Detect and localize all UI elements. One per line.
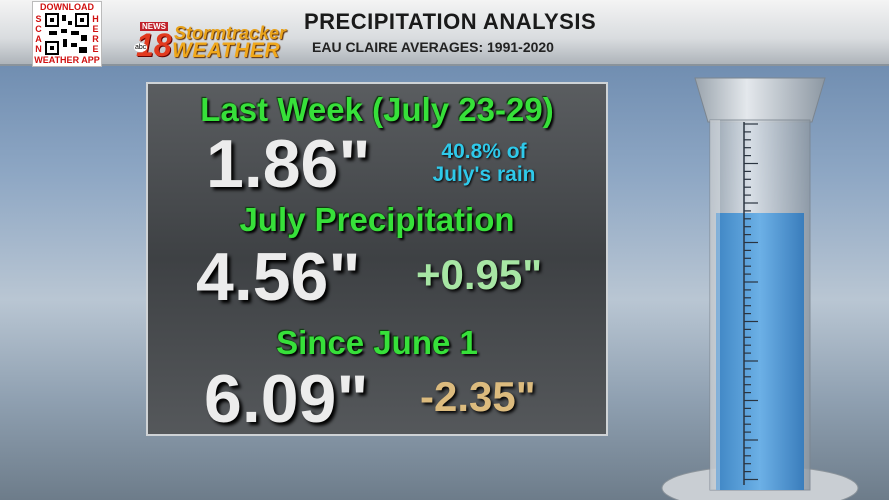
logo-word: WEATHER	[172, 39, 281, 62]
header-bar	[0, 0, 889, 66]
qr-box: DOWNLOAD SCAN HERE WEATHER APP	[32, 1, 102, 67]
header-subtitle: EAU CLAIRE AVERAGES: 1991-2020	[312, 39, 554, 55]
section-heading: Since June 1	[276, 324, 478, 361]
stats-panel: Last Week (July 23-29) 1.86" 40.8% of Ju…	[146, 82, 608, 437]
qr-right-text: HERE	[92, 14, 99, 54]
section-heading: Last Week (July 23-29)	[200, 91, 554, 128]
section-departure: -2.35"	[420, 373, 536, 420]
note-line: 40.8% of	[441, 140, 527, 163]
gauge-scale	[743, 122, 758, 485]
section-amount: 4.56"	[196, 239, 361, 315]
header-title: PRECIPITATION ANALYSIS	[304, 9, 597, 34]
qr-top-text: DOWNLOAD	[40, 2, 94, 12]
qr-left-text: SCAN	[35, 14, 42, 54]
qr-code	[45, 13, 89, 55]
rain-gauge	[661, 77, 859, 500]
qr-bottom-text: WEATHER APP	[34, 55, 100, 65]
gauge-water	[716, 213, 804, 490]
logo-news: NEWS	[140, 22, 168, 31]
gauge-funnel	[694, 77, 826, 123]
section-heading: July Precipitation	[239, 201, 515, 238]
section-note: 40.8% of July's rain	[404, 140, 564, 186]
logo-network: abc	[134, 43, 148, 52]
section-departure: +0.95"	[416, 251, 543, 298]
section-amount: 6.09"	[204, 361, 369, 437]
note-line: July's rain	[432, 163, 536, 186]
section-amount: 1.86"	[206, 126, 371, 202]
logo-brand: Stormtracker	[174, 23, 287, 43]
station-logo: NEWS 18 abc Stormtracker WEATHER	[134, 22, 300, 63]
